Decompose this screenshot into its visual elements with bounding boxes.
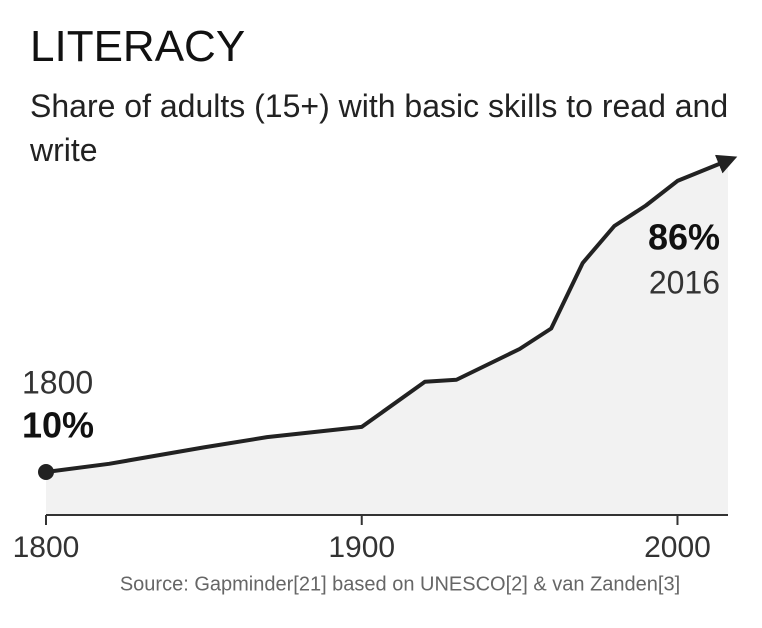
end-year-label: 2016 — [649, 264, 720, 300]
chart-title: LITERACY — [30, 22, 246, 71]
end-value-label: 86% — [648, 217, 720, 258]
chart-subtitle: Share of adults (15+) with basic skills … — [30, 88, 729, 168]
area — [46, 160, 728, 515]
start-value-label: 10% — [22, 405, 94, 446]
x-tick-label: 1800 — [13, 531, 80, 564]
line — [45, 154, 738, 474]
source: Source: Gapminder[21] based on UNESCO[2]… — [120, 573, 680, 595]
start-year-label: 1800 — [22, 364, 93, 400]
x-tick-label: 2000 — [644, 531, 711, 564]
start-point — [38, 464, 54, 480]
x-tick-label: 1900 — [328, 531, 395, 564]
